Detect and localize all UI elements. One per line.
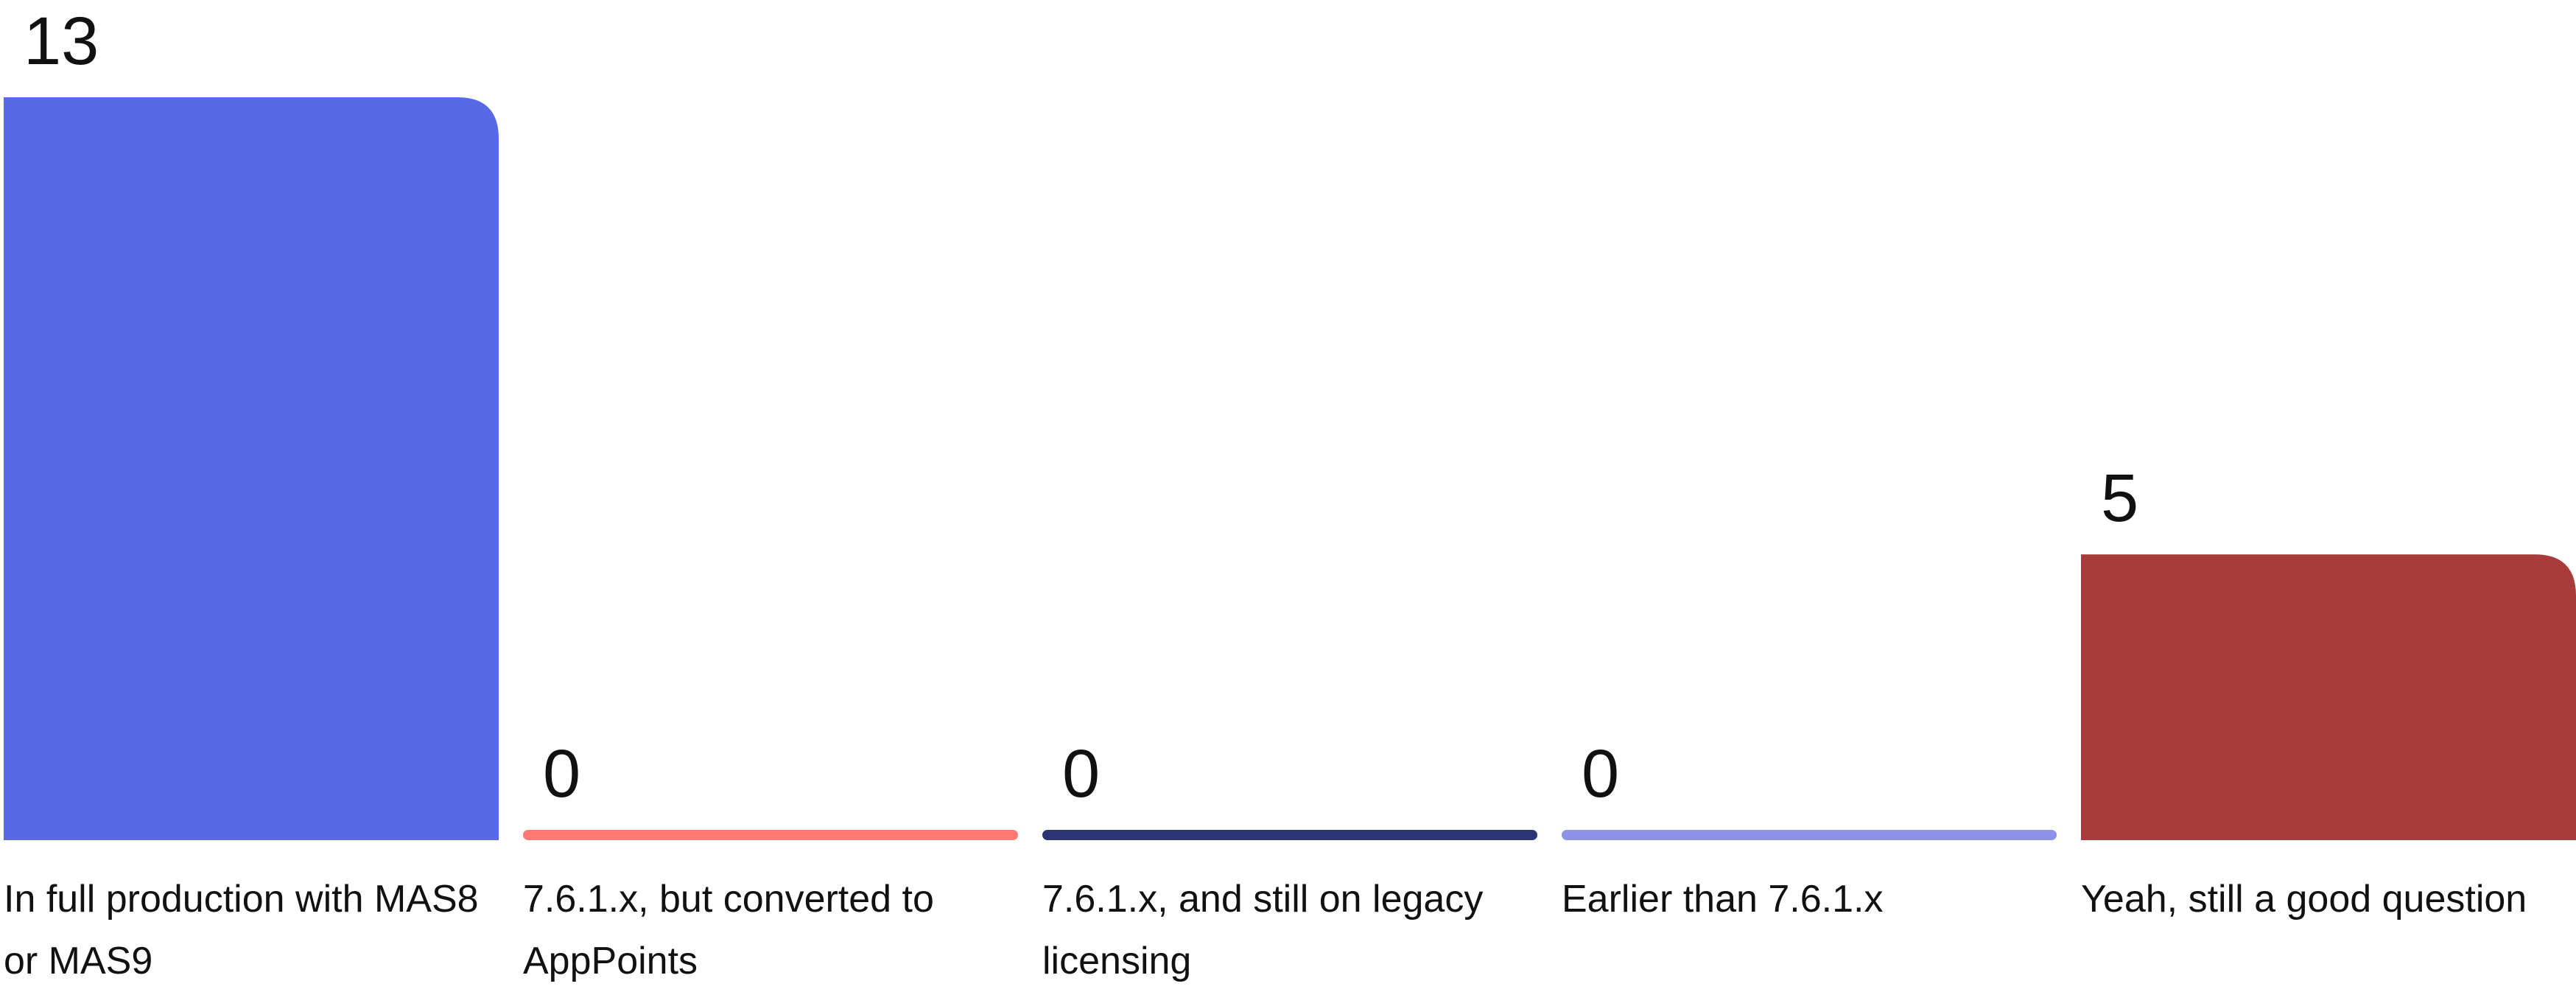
category-label-earlier-than-7-6-1-x: Earlier than 7.6.1.x (1562, 878, 1884, 921)
value-label-yeah-still-a-good-question: 5 (2101, 461, 2139, 537)
bar-earlier-than-7-6-1-x (1562, 830, 2057, 840)
category-label-in-full-production-with-mas8-or-mas9: In full production with MAS8 or MAS9 (4, 878, 479, 982)
value-label-in-full-production-with-mas8-or-mas9: 13 (24, 4, 99, 79)
value-label-earlier-than-7-6-1-x: 0 (1582, 736, 1620, 811)
value-label-7-6-1-x-and-still-on-legacy-licensing: 0 (1062, 736, 1101, 811)
category-label-7-6-1-x-and-still-on-legacy-licensing: 7.6.1.x, and still on legacy licensing (1042, 878, 1484, 982)
category-label-yeah-still-a-good-question: Yeah, still a good question (2081, 878, 2527, 921)
bar-yeah-still-a-good-question (2081, 554, 2576, 840)
bar-in-full-production-with-mas8-or-mas9 (4, 97, 499, 840)
bar-7-6-1-x-and-still-on-legacy-licensing (1042, 830, 1537, 840)
category-label-7-6-1-x-but-converted-to-apppoints: 7.6.1.x, but converted to AppPoints (523, 878, 934, 982)
value-label-7-6-1-x-but-converted-to-apppoints: 0 (543, 736, 581, 811)
bar-7-6-1-x-but-converted-to-apppoints (523, 830, 1018, 840)
